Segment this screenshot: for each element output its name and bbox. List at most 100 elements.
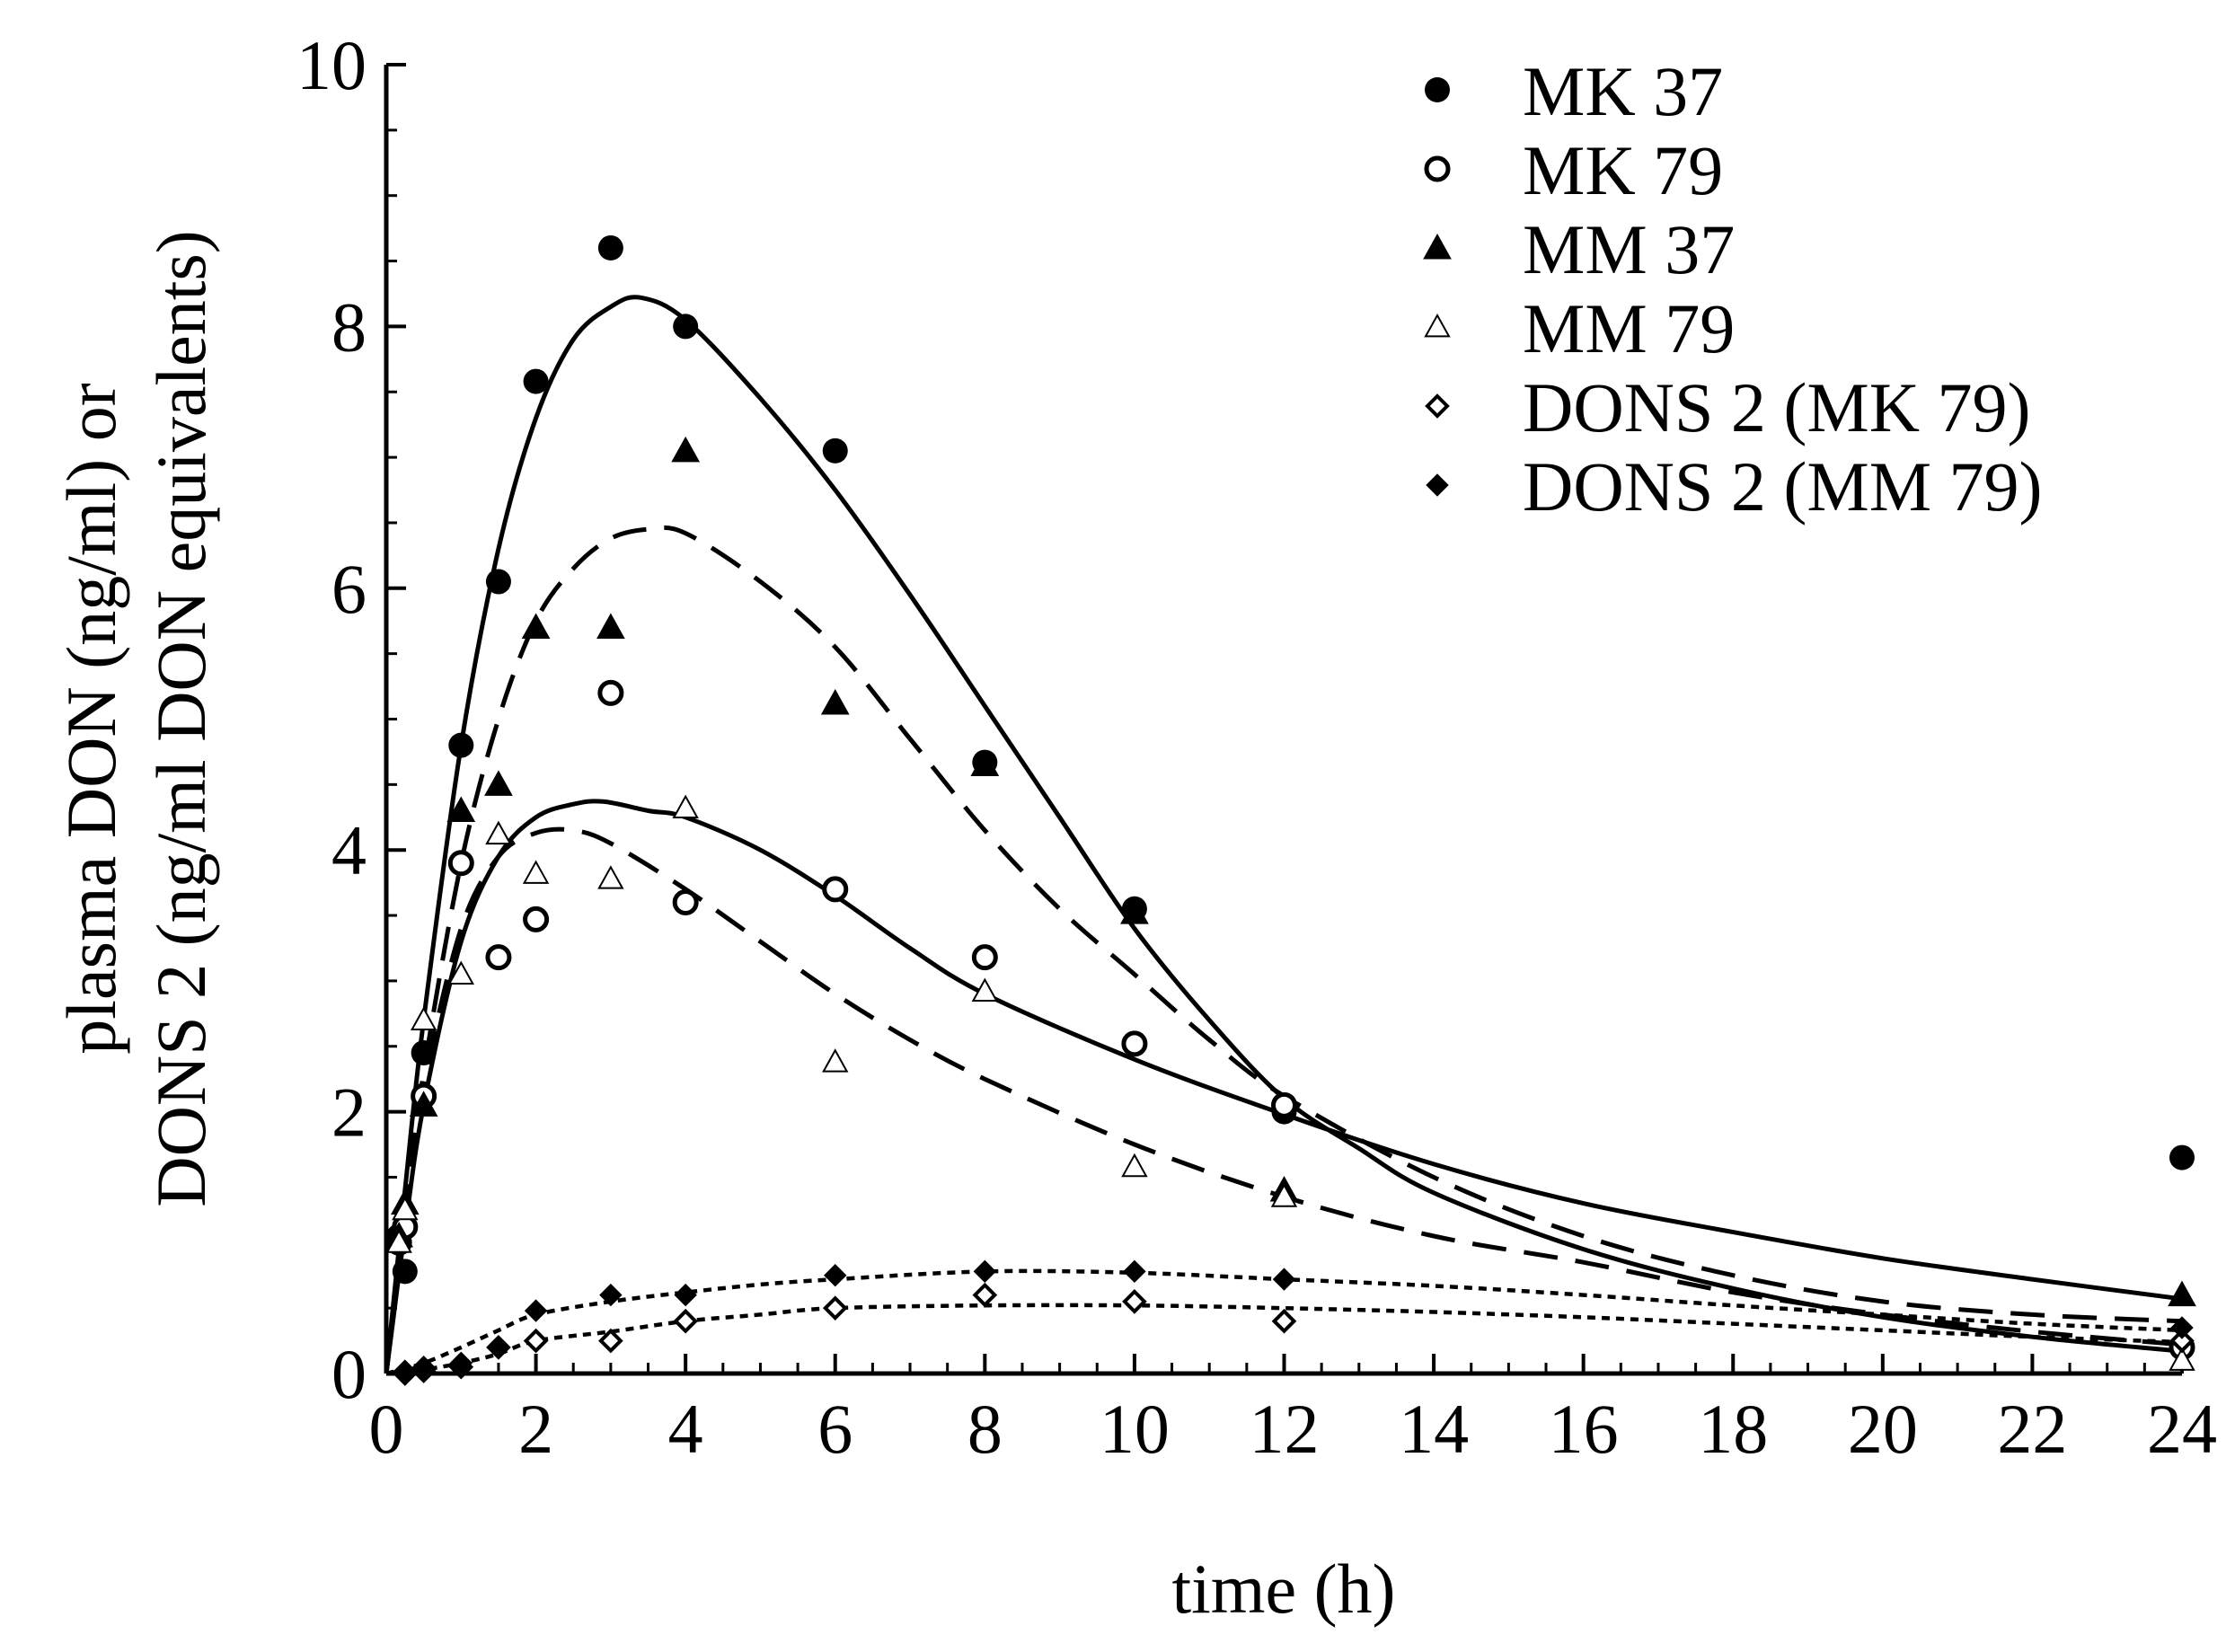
y-axis-ticks: 0 2 4 6 8 10 [296,26,406,1413]
point-mm-79 [447,960,474,985]
y-tick-label: 8 [331,287,367,366]
point-dons-2-mk-79 [822,1295,848,1321]
fitted-curves [384,295,2183,1376]
point-mk-37 [673,314,699,340]
curve-mm-79-fit [384,826,2183,1374]
curve-dons-2-mm-79-fit [385,1268,2183,1376]
legend-marker-dons-2-mm-79 [1426,473,1449,497]
point-dons-2-mk-79 [2169,1328,2195,1354]
data-points [384,234,2196,1386]
legend-label-mm-37: MM 37 [1523,210,1735,288]
point-mm-37 [521,613,551,640]
point-mk-37 [822,437,848,464]
point-mm-79 [1270,1183,1298,1207]
point-mk-37 [2169,1144,2195,1171]
point-dons-2-mk-79 [1122,1289,1147,1314]
x-tick-label: 2 [518,1390,553,1468]
point-mm-79 [822,1048,849,1073]
legend-marker-mm-37 [1423,233,1452,260]
x-tick-label: 18 [1698,1390,1768,1468]
legend-label-dons-2-mm-79: DONS 2 (MM 79) [1523,447,2043,526]
point-dons-2-mm-79 [487,1336,510,1359]
point-dons-2-mm-79 [1123,1259,1146,1284]
point-mm-79 [485,820,512,845]
curve-mk-37-fit [384,295,2183,1374]
point-mm-79 [971,977,999,1002]
x-tick-label: 4 [668,1390,703,1468]
point-mk-79 [485,944,512,971]
x-tick-label: 6 [817,1390,852,1468]
legend-marker-mm-79 [1424,313,1451,338]
point-mm-37 [2168,1280,2196,1307]
legend-label-mk-37: MK 37 [1523,52,1723,130]
x-tick-label: 14 [1399,1390,1469,1468]
point-mm-79 [1121,1153,1148,1178]
x-tick-label: 12 [1250,1390,1320,1468]
point-mk-79 [672,888,699,915]
point-dons-2-mm-79 [393,1359,417,1383]
point-mk-37 [485,569,511,595]
legend-label-mm-79: MM 79 [1523,289,1735,367]
point-mm-37 [1120,898,1149,924]
point-dons-2-mm-79 [1272,1268,1296,1291]
legend-label-dons-2-mk-79: DONS 2 (MK 79) [1523,368,2031,446]
x-axis-ticks: 0 2 4 6 8 10 12 14 16 18 20 22 24 [369,1354,2217,1468]
point-mm-37 [596,613,625,640]
y-tick-label: 2 [331,1073,367,1152]
y-tick-label: 10 [296,26,367,104]
point-mm-37 [409,1091,438,1117]
point-mm-79 [597,865,624,889]
point-mk-37 [411,1040,437,1066]
point-mk-79 [597,679,624,706]
point-dons-2-mm-79 [824,1264,847,1287]
point-mk-79 [971,944,998,971]
point-dons-2-mk-79 [673,1308,698,1334]
point-mm-79 [2169,1347,2195,1371]
point-mm-79 [672,794,699,818]
point-mk-79 [822,876,849,903]
legend-marker-dons-2-mk-79 [1425,393,1450,419]
x-tick-label: 22 [1997,1390,2067,1468]
point-dons-2-mm-79 [973,1259,997,1284]
curve-mm-37-fit [384,525,2183,1374]
point-mk-37 [597,234,623,261]
point-mm-79 [392,1196,419,1221]
point-mm-37 [970,750,1000,776]
legend-label-mk-79: MK 79 [1523,131,1723,209]
point-mm-79 [385,1229,412,1253]
point-mm-37 [484,770,513,796]
point-dons-2-mk-79 [598,1328,623,1354]
point-mk-79 [523,906,550,932]
y-axis-title-line-2: DONS 2 (ng/ml DON equivalents) [142,230,220,1207]
legend-marker-mk-37 [1425,77,1450,102]
point-dons-2-mm-79 [411,1356,436,1379]
point-mk-37 [392,1259,418,1285]
point-mk-79 [1271,1091,1297,1118]
point-mm-37 [671,436,701,463]
point-mk-37 [523,368,549,394]
x-axis-title: time (h) [1171,1550,1395,1628]
x-tick-label: 24 [2147,1390,2217,1468]
point-mm-79 [522,860,550,884]
legend-marker-mk-79 [1424,155,1451,182]
point-dons-2-mm-79 [449,1351,473,1375]
y-tick-label: 4 [331,811,367,889]
point-dons-2-mm-79 [2170,1316,2194,1339]
x-tick-label: 10 [1100,1390,1170,1468]
x-tick-label: 20 [1848,1390,1918,1468]
y-axis-title-line-1: plasma DON (ng/ml) or [52,383,130,1054]
point-dons-2-mm-79 [599,1283,623,1307]
point-dons-2-mk-79 [1271,1308,1297,1334]
y-tick-label: 6 [331,550,367,628]
point-mk-37 [448,732,474,758]
point-mm-37 [446,796,476,822]
curve-mk-79-fit [384,799,2183,1374]
point-mm-37 [820,688,850,715]
point-mk-79 [447,850,474,877]
x-tick-label: 8 [967,1390,1003,1468]
point-dons-2-mk-79 [972,1282,998,1308]
y-tick-label: 0 [331,1335,367,1413]
x-tick-label: 0 [369,1390,404,1468]
point-dons-2-mm-79 [524,1299,548,1322]
